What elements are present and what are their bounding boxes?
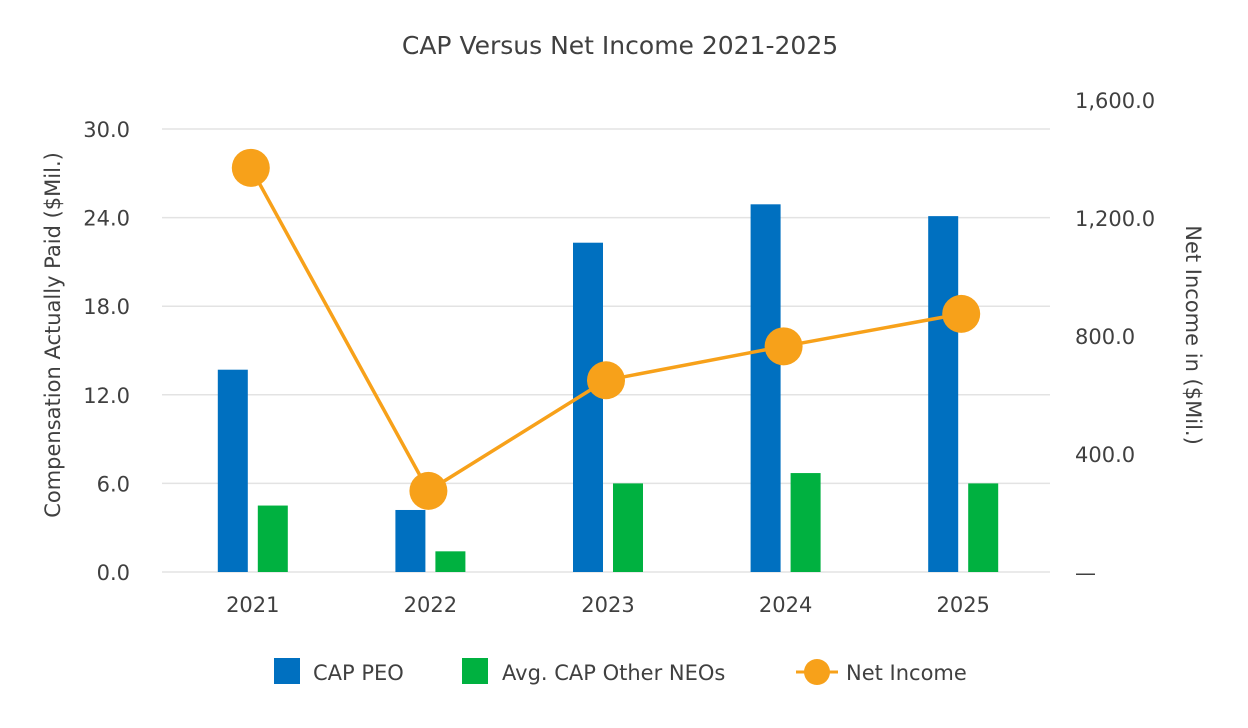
x-tick-label: 2021 — [226, 593, 279, 617]
tick-labels: 0.0 6.0 12.0 18.0 24.0 30.0 — 400.0 800.0 1,200.0… — [83, 89, 1155, 617]
legend-label-cap-peo: CAP PEO — [313, 661, 404, 685]
legend-marker-net-income — [804, 659, 830, 685]
bar-avg-cap-other-neos — [790, 473, 821, 572]
y-tick-label-right: 800.0 — [1075, 325, 1135, 349]
legend-swatch-avg-cap-other-neos — [462, 658, 488, 684]
y-tick-label-left: 6.0 — [97, 472, 130, 496]
x-tick-label: 2022 — [404, 593, 457, 617]
net-income-point — [764, 327, 803, 366]
y-tick-label-left: 30.0 — [83, 118, 130, 142]
bars — [217, 204, 999, 572]
net-income-polyline — [249, 167, 962, 494]
y-tick-label-right: 1,600.0 — [1075, 89, 1155, 113]
chart-title: CAP Versus Net Income 2021-2025 — [402, 31, 838, 60]
bar-cap-peo — [573, 242, 603, 572]
y-tick-label-left: 18.0 — [83, 295, 130, 319]
y-tick-label-left: 0.0 — [97, 561, 130, 585]
net-income-point — [409, 471, 448, 510]
x-tick-label: 2025 — [936, 593, 989, 617]
bar-cap-peo — [217, 369, 248, 572]
net-income-point — [587, 361, 625, 400]
bar-avg-cap-other-neos — [257, 505, 288, 572]
x-tick-label: 2023 — [581, 593, 634, 617]
bar-cap-peo — [750, 204, 781, 572]
bar-cap-peo — [395, 509, 426, 572]
bar-cap-peo — [928, 216, 959, 572]
legend: CAP PEO Avg. CAP Other NEOs Net Income — [274, 658, 967, 685]
bar-avg-cap-other-neos — [435, 551, 466, 572]
net-income-point — [231, 148, 270, 187]
legend-label-net-income: Net Income — [846, 661, 967, 685]
net-income-point — [942, 294, 981, 333]
gridlines — [162, 128, 1050, 573]
bar-avg-cap-other-neos — [968, 483, 999, 572]
y-axis-title-left: Compensation Actually Paid ($Mil.) — [41, 152, 65, 518]
y-tick-label-left: 24.0 — [83, 207, 130, 231]
y-tick-label-right: — — [1075, 561, 1096, 585]
y-tick-label-left: 12.0 — [83, 384, 130, 408]
x-tick-label: 2024 — [759, 593, 812, 617]
y-tick-label-right: 1,200.0 — [1075, 207, 1155, 231]
net-income-line — [231, 148, 981, 510]
y-axis-title-right: Net Income in ($Mil.) — [1181, 225, 1205, 445]
legend-swatch-cap-peo — [274, 658, 300, 684]
y-tick-label-right: 400.0 — [1075, 443, 1135, 467]
bar-avg-cap-other-neos — [613, 483, 643, 572]
legend-label-avg-cap-other-neos: Avg. CAP Other NEOs — [502, 661, 725, 685]
